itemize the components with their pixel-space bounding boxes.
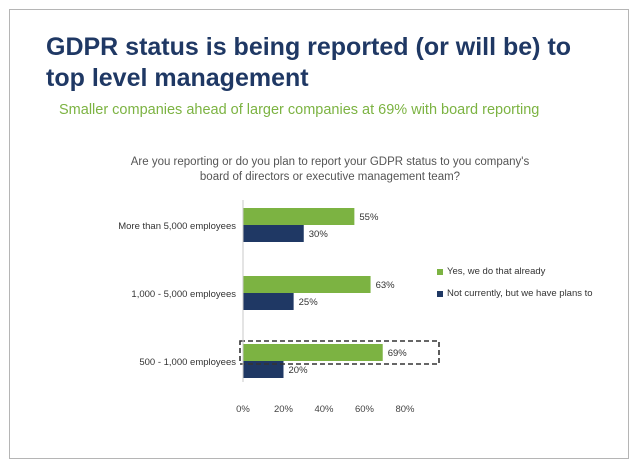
data-label: 20%	[289, 365, 309, 376]
data-label: 30%	[309, 229, 329, 240]
slide-frame	[9, 9, 629, 459]
category-label: 1,000 - 5,000 employees	[131, 289, 236, 300]
data-label: 63%	[376, 280, 396, 291]
category-label: 500 - 1,000 employees	[139, 357, 236, 368]
legend-label-plans: Not currently, but we have plans to	[447, 288, 593, 299]
bar-yes	[243, 276, 371, 293]
legend-item-yes: Yes, we do that already	[437, 266, 607, 278]
chart-title: Are you reporting or do you plan to repo…	[130, 156, 530, 183]
bar-yes	[243, 344, 383, 361]
legend-swatch-yes	[437, 269, 443, 275]
data-label: 55%	[359, 212, 379, 223]
x-tick-label: 20%	[274, 404, 294, 415]
bar-plans	[243, 361, 284, 378]
bar-plans	[243, 293, 294, 310]
slide-title: GDPR status is being reported (or will b…	[46, 33, 572, 92]
x-tick-label: 40%	[314, 404, 334, 415]
x-tick-label: 0%	[236, 404, 250, 415]
legend-item-plans: Not currently, but we have plans to	[437, 288, 607, 300]
legend-label-yes: Yes, we do that already	[447, 266, 546, 277]
highlight-box	[239, 340, 440, 365]
legend-swatch-plans	[437, 291, 443, 297]
bar-plans	[243, 225, 304, 242]
x-tick-label: 60%	[355, 404, 375, 415]
x-tick-label: 80%	[395, 404, 415, 415]
category-label: More than 5,000 employees	[118, 221, 236, 232]
data-label: 25%	[299, 297, 319, 308]
data-label: 69%	[388, 348, 408, 359]
bar-yes	[243, 208, 355, 225]
slide-subtitle: Smaller companies ahead of larger compan…	[59, 102, 540, 118]
chart-legend: Yes, we do that already Not currently, b…	[437, 266, 607, 310]
